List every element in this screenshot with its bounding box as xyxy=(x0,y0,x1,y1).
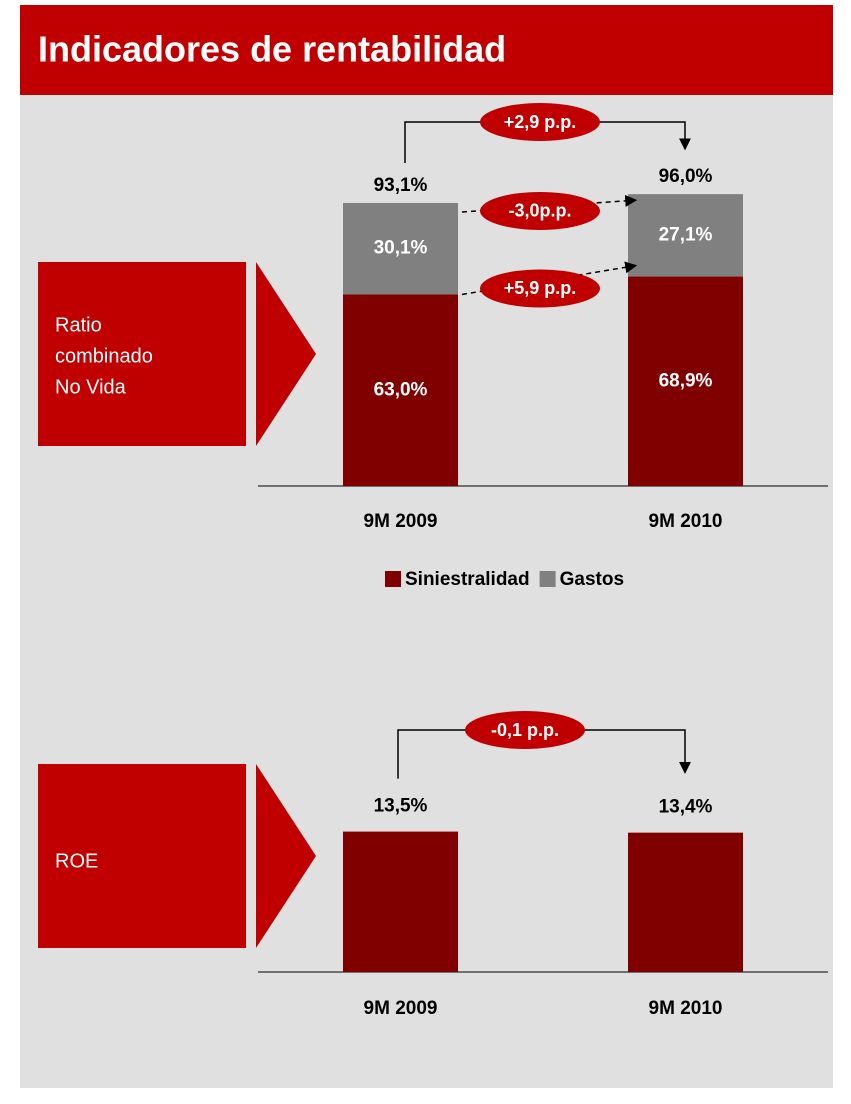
annotation: -0,1 p.p. xyxy=(491,720,559,740)
side-label: Ratio xyxy=(55,314,102,336)
data-label: 63,0% xyxy=(374,379,428,400)
bar xyxy=(343,831,458,972)
annotation: +2,9 p.p. xyxy=(504,112,577,132)
side-label: ROE xyxy=(55,850,98,872)
side-box xyxy=(38,262,246,446)
bar-segment xyxy=(343,294,458,486)
bar-segment xyxy=(628,194,743,277)
annotation-oval xyxy=(480,103,600,141)
x-tick-label: 9M 2010 xyxy=(649,511,723,532)
legend-swatch xyxy=(539,571,556,587)
annotation: +5,9 p.p. xyxy=(504,278,577,298)
legend-label: Gastos xyxy=(560,569,624,590)
data-label: 13,4% xyxy=(659,797,713,818)
x-tick-label: 9M 2010 xyxy=(649,998,723,1019)
side-label: combinado xyxy=(55,345,153,367)
annotation-oval xyxy=(465,711,585,749)
legend-label: Siniestralidad xyxy=(405,569,530,590)
data-label: 68,9% xyxy=(659,370,713,391)
side-label: No Vida xyxy=(55,376,127,398)
data-label: 30,1% xyxy=(374,238,428,259)
legend-swatch xyxy=(385,571,401,587)
x-tick-label: 9M 2009 xyxy=(364,511,438,532)
annotation-oval xyxy=(480,269,600,308)
bar-segment xyxy=(343,202,458,295)
title: Indicadores de rentabilidad xyxy=(38,29,506,70)
annotation: -3,0p.p. xyxy=(508,201,571,221)
side-arrow xyxy=(256,262,316,446)
total-label: 96,0% xyxy=(659,166,713,187)
bar-segment xyxy=(628,276,743,486)
annotation-oval xyxy=(480,191,600,230)
data-label: 27,1% xyxy=(659,224,713,245)
bar xyxy=(628,832,743,972)
total-label: 93,1% xyxy=(374,175,428,196)
title-bar xyxy=(20,5,833,95)
side-box xyxy=(38,764,246,948)
side-arrow xyxy=(256,764,316,948)
data-label: 13,5% xyxy=(374,796,428,817)
x-tick-label: 9M 2009 xyxy=(364,998,438,1019)
